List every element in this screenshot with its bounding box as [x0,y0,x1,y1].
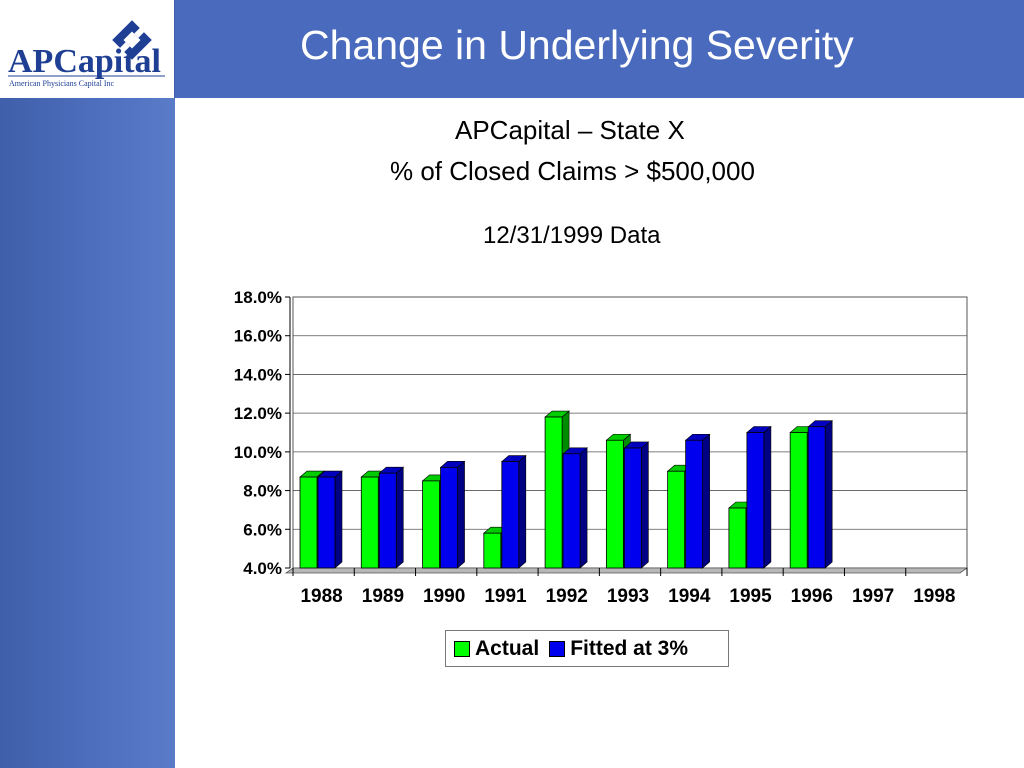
legend-item-fitted: Fitted at 3% [549,637,688,661]
bar-fitted-side [334,470,343,569]
legend-swatch-actual [454,640,470,657]
bar-fitted-side [395,466,404,569]
chart-title-line1: APCapital – State X [455,115,685,145]
x-tick-label: 1992 [546,586,588,607]
bar-fitted-side [579,447,588,569]
sidebar-gradient [0,98,175,768]
y-tick-label: 6.0% [243,520,282,539]
x-tick-label: 1996 [791,586,833,607]
y-tick-label: 16.0% [234,327,282,346]
bar-fitted [623,447,642,569]
y-tick-label: 12.0% [234,404,282,423]
y-tick-label: 18.0% [234,288,282,307]
x-tick-label: 1994 [668,586,711,607]
y-tick-label: 8.0% [243,482,282,501]
bar-actual [605,439,624,569]
plot-floor [284,567,969,574]
bar-actual [299,476,318,569]
bar-fitted [501,461,520,569]
legend-swatch-fitted [549,640,566,657]
bar-actual [544,416,563,569]
title-bar [175,0,1024,98]
chart-legend: Actual Fitted at 3% [445,630,729,667]
y-tick-label: 10.0% [234,443,282,462]
bar-fitted [378,472,397,569]
bar-actual [422,480,440,569]
legend-label-fitted: Fitted at 3% [570,636,689,660]
x-tick-label: 1991 [484,586,527,607]
bar-fitted [807,426,826,569]
svg-text:APCapital: APCapital [8,43,161,80]
bar-fitted [317,476,336,569]
company-logo: APCapital American Physicians Capital In… [0,0,175,98]
bar-actual [667,470,686,569]
apcapital-logo-graphic: APCapital American Physicians Capital In… [8,20,165,88]
bar-actual [728,507,747,569]
x-tick-label: 1990 [423,586,465,607]
slide-title: Change in Underlying Severity [300,22,854,68]
x-tick-label: 1988 [300,586,342,607]
bar-chart: 4.0% 6.0% 8.0% 10.0% 12.0% 14.0% 16.0% 18.0% 198… [234,288,969,607]
legend-label-actual: Actual [475,636,540,660]
bar-fitted-side [702,433,710,569]
bar-fitted-side [641,441,649,569]
x-tick-label: 1989 [362,586,404,607]
bar-fitted [440,466,458,569]
x-tick-label: 1998 [913,586,955,607]
bar-actual [360,476,379,569]
bar-fitted [685,439,704,569]
y-tick-label: 4.0% [243,559,282,578]
bar-fitted-side [457,460,465,569]
x-tick-label: 1993 [607,586,649,607]
svg-text:American Physicians Capital In: American Physicians Capital Inc [9,79,115,88]
x-tick-label: 1995 [729,586,772,607]
bar-fitted-side [763,425,772,569]
legend-item-actual: Actual [454,637,539,661]
bar-actual [789,432,808,569]
bar-actual [483,532,502,569]
bar-fitted [562,453,581,569]
chart-title-line2: % of Closed Claims > $500,000 [390,156,755,186]
x-tick-label: 1997 [852,586,894,607]
bar-fitted-side [824,420,833,569]
chart-subtitle: 12/31/1999 Data [483,222,661,249]
bar-fitted [746,432,765,569]
bar-fitted-side [518,454,527,569]
y-tick-label: 14.0% [234,365,282,384]
